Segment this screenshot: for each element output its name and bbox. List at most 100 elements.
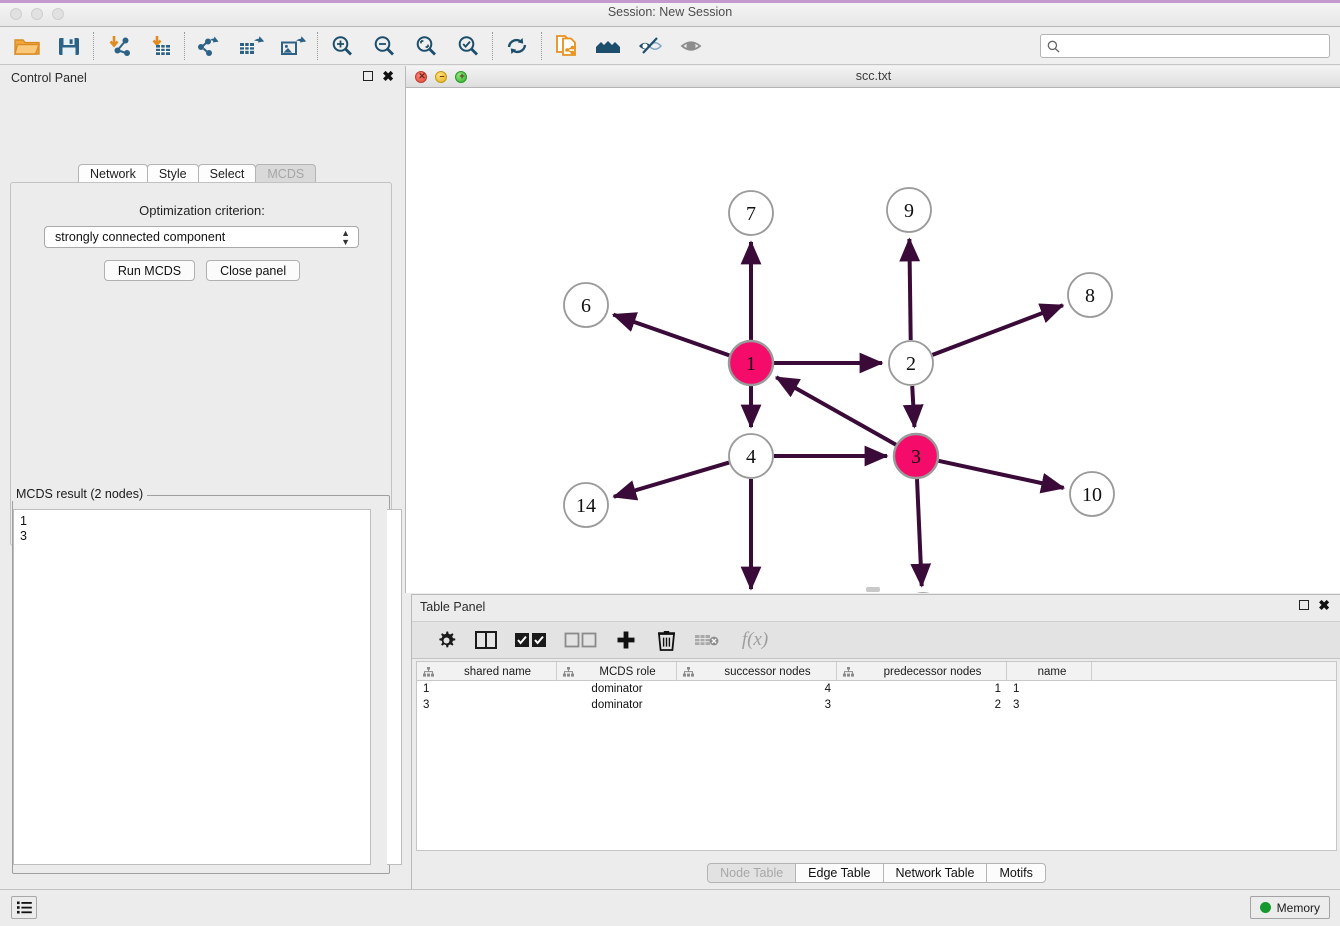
graph-node-circle[interactable]: [892, 432, 940, 480]
graph-edge[interactable]: [910, 478, 932, 588]
table-cell-successor-nodes[interactable]: 3: [824, 699, 831, 711]
optimization-criterion-select[interactable]: strongly connected component ▲ ▼: [44, 226, 359, 248]
zoom-selected-icon[interactable]: [447, 27, 489, 65]
column-header-name[interactable]: name: [1007, 662, 1092, 681]
control-panel-close-icon[interactable]: ✖: [382, 68, 394, 84]
window-zoom-button[interactable]: [52, 8, 64, 20]
column-header-successor-nodes[interactable]: successor nodes: [677, 662, 837, 681]
graph-node-circle[interactable]: [563, 282, 609, 328]
export-network-icon[interactable]: [188, 27, 230, 65]
tab-select[interactable]: Select: [197, 164, 257, 183]
search-input[interactable]: [1064, 36, 1323, 56]
graph-node-14[interactable]: 14: [563, 482, 609, 528]
split-columns-icon[interactable]: [474, 628, 498, 652]
network-maximize-button[interactable]: +: [455, 71, 467, 83]
refresh-layout-icon[interactable]: [496, 27, 538, 65]
import-network-icon[interactable]: [97, 27, 139, 65]
window-close-button[interactable]: [10, 8, 22, 20]
node-layer[interactable]: 7968123410141511: [563, 187, 1115, 593]
graph-edge[interactable]: [931, 303, 1065, 357]
graph-node-9[interactable]: 9: [886, 187, 932, 233]
graph-edge[interactable]: [902, 385, 924, 429]
table-cell-shared-name[interactable]: 1: [423, 683, 430, 695]
new-network-from-selection-icon[interactable]: [545, 27, 587, 65]
table-cell-MCDS-role[interactable]: dominator: [591, 699, 643, 711]
graph-node-6[interactable]: 6: [563, 282, 609, 328]
graph-node-circle[interactable]: [886, 187, 932, 233]
import-table-icon[interactable]: [139, 27, 181, 65]
new-column-plus-icon[interactable]: [614, 628, 638, 652]
graph-node-1[interactable]: 1: [727, 339, 775, 387]
show-all-eye-icon[interactable]: [671, 27, 713, 65]
export-image-icon[interactable]: [272, 27, 314, 65]
table-cell-predecessor-nodes[interactable]: 1: [994, 683, 1001, 695]
graph-node-circle[interactable]: [888, 340, 934, 386]
graph-edge[interactable]: [611, 312, 730, 358]
zoom-out-icon[interactable]: [363, 27, 405, 65]
graph-node-10[interactable]: 10: [1069, 471, 1115, 517]
zoom-in-icon[interactable]: [321, 27, 363, 65]
column-header-predecessor-nodes[interactable]: predecessor nodes: [837, 662, 1007, 681]
tab-node-table[interactable]: Node Table: [707, 863, 797, 883]
deselect-all-columns-icon[interactable]: [564, 628, 598, 652]
delete-column-trash-icon[interactable]: [654, 628, 678, 652]
graph-node-2[interactable]: 2: [888, 340, 934, 386]
graph-node-circle[interactable]: [563, 482, 609, 528]
graph-edge[interactable]: [612, 460, 730, 501]
network-graph[interactable]: 7968123410141511: [406, 88, 1340, 593]
graph-node-circle[interactable]: [1067, 272, 1113, 318]
tab-edge-table[interactable]: Edge Table: [795, 863, 884, 883]
table-cell-name[interactable]: 3: [1013, 699, 1020, 711]
task-history-button[interactable]: [11, 896, 37, 919]
graph-node-circle[interactable]: [728, 433, 774, 479]
save-session-icon[interactable]: [48, 27, 90, 65]
gear-icon[interactable]: [434, 628, 458, 652]
memory-button[interactable]: Memory: [1249, 896, 1330, 919]
node-table[interactable]: shared name MCDS role successor nodes pr…: [416, 661, 1337, 851]
table-cell-shared-name[interactable]: 3: [423, 699, 430, 711]
zoom-fit-icon[interactable]: [405, 27, 447, 65]
graph-edge[interactable]: [899, 237, 921, 341]
open-file-icon[interactable]: [6, 27, 48, 65]
mcds-result-scrollbar[interactable]: [387, 509, 402, 865]
tab-style[interactable]: Style: [146, 164, 199, 183]
graph-node-8[interactable]: 8: [1067, 272, 1113, 318]
tab-network[interactable]: Network: [78, 164, 148, 183]
graph-edge[interactable]: [774, 375, 897, 447]
function-builder-icon[interactable]: f(x): [738, 628, 772, 652]
close-panel-button[interactable]: Close panel: [206, 260, 301, 281]
graph-node-3[interactable]: 3: [892, 432, 940, 480]
export-table-icon[interactable]: [230, 27, 272, 65]
tab-motifs[interactable]: Motifs: [986, 863, 1046, 883]
table-cell-predecessor-nodes[interactable]: 2: [994, 699, 1001, 711]
network-canvas[interactable]: 7968123410141511: [406, 88, 1340, 593]
control-panel-float-icon[interactable]: [363, 71, 374, 81]
graph-edge[interactable]: [938, 458, 1066, 494]
table-row[interactable]: 3 dominator 3 2 3: [417, 697, 1336, 713]
graph-node-7[interactable]: 7: [728, 190, 774, 236]
table-import-data-icon[interactable]: [694, 628, 722, 652]
table-cell-name[interactable]: 1: [1013, 683, 1020, 695]
window-minimize-button[interactable]: [31, 8, 43, 20]
network-view-resize-handle[interactable]: [866, 587, 880, 592]
houses-icon[interactable]: [587, 27, 629, 65]
table-panel-close-icon[interactable]: ✖: [1318, 597, 1330, 613]
table-row[interactable]: 1 dominator 4 1 1: [417, 681, 1336, 697]
network-minimize-button[interactable]: –: [435, 71, 447, 83]
search-box[interactable]: [1040, 34, 1330, 58]
column-header-shared-name[interactable]: shared name: [417, 662, 557, 681]
graph-node-circle[interactable]: [728, 190, 774, 236]
graph-node-circle[interactable]: [1069, 471, 1115, 517]
run-mcds-button[interactable]: Run MCDS: [103, 260, 196, 281]
tab-mcds[interactable]: MCDS: [255, 164, 317, 183]
select-all-columns-icon[interactable]: [514, 628, 548, 652]
hide-selected-eye-slash-icon[interactable]: [629, 27, 671, 65]
graph-node-4[interactable]: 4: [728, 433, 774, 479]
table-cell-MCDS-role[interactable]: dominator: [591, 683, 643, 695]
graph-node-circle[interactable]: [727, 339, 775, 387]
tab-network-table[interactable]: Network Table: [882, 863, 988, 883]
column-header-MCDS-role[interactable]: MCDS role: [557, 662, 677, 681]
table-panel-float-icon[interactable]: [1299, 600, 1310, 610]
network-close-button[interactable]: ✕: [415, 71, 427, 83]
mcds-result-text[interactable]: 1 3: [13, 509, 371, 865]
